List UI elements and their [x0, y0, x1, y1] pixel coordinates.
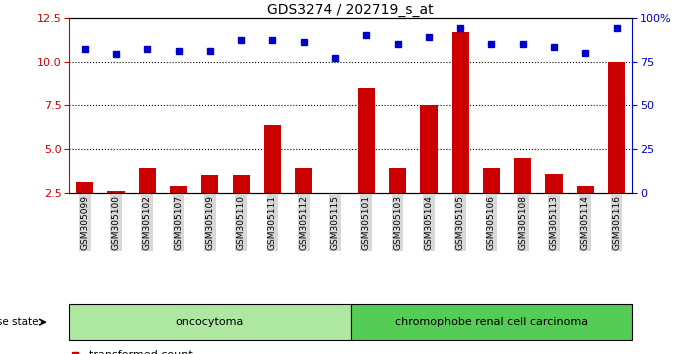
Text: GSM305100: GSM305100: [111, 195, 120, 250]
Bar: [264, 125, 281, 237]
Text: GSM305102: GSM305102: [143, 195, 152, 250]
Text: GSM305106: GSM305106: [487, 195, 496, 250]
Bar: [295, 169, 312, 237]
Text: transformed count: transformed count: [89, 350, 193, 354]
Text: GSM305114: GSM305114: [581, 195, 590, 250]
Text: disease state: disease state: [0, 317, 38, 327]
Bar: [170, 186, 187, 237]
Bar: [233, 175, 249, 237]
Bar: [326, 193, 343, 237]
Text: GSM305105: GSM305105: [455, 195, 464, 250]
Text: GSM305111: GSM305111: [268, 195, 277, 250]
Text: GSM305107: GSM305107: [174, 195, 183, 250]
Bar: [201, 175, 218, 237]
Text: GSM305116: GSM305116: [612, 195, 621, 250]
Text: oncocytoma: oncocytoma: [176, 317, 244, 327]
Bar: [577, 186, 594, 237]
Bar: [452, 32, 468, 237]
FancyBboxPatch shape: [69, 304, 350, 340]
Bar: [358, 88, 375, 237]
Text: GSM305103: GSM305103: [393, 195, 402, 250]
Text: GSM305104: GSM305104: [424, 195, 433, 250]
Bar: [545, 174, 562, 237]
Bar: [608, 62, 625, 237]
Text: chromophobe renal cell carcinoma: chromophobe renal cell carcinoma: [395, 317, 588, 327]
Text: GSM305110: GSM305110: [237, 195, 246, 250]
Bar: [483, 169, 500, 237]
Text: GSM305112: GSM305112: [299, 195, 308, 250]
Bar: [107, 191, 124, 237]
Text: GSM305113: GSM305113: [549, 195, 558, 250]
FancyBboxPatch shape: [350, 304, 632, 340]
Text: GSM305109: GSM305109: [205, 195, 214, 250]
Bar: [420, 105, 437, 237]
Text: GSM305108: GSM305108: [518, 195, 527, 250]
Bar: [139, 169, 156, 237]
Bar: [389, 169, 406, 237]
Text: GSM305099: GSM305099: [80, 195, 89, 250]
Bar: [514, 158, 531, 237]
Text: GSM305115: GSM305115: [330, 195, 339, 250]
Title: GDS3274 / 202719_s_at: GDS3274 / 202719_s_at: [267, 3, 434, 17]
Text: GSM305101: GSM305101: [362, 195, 371, 250]
Bar: [76, 182, 93, 237]
